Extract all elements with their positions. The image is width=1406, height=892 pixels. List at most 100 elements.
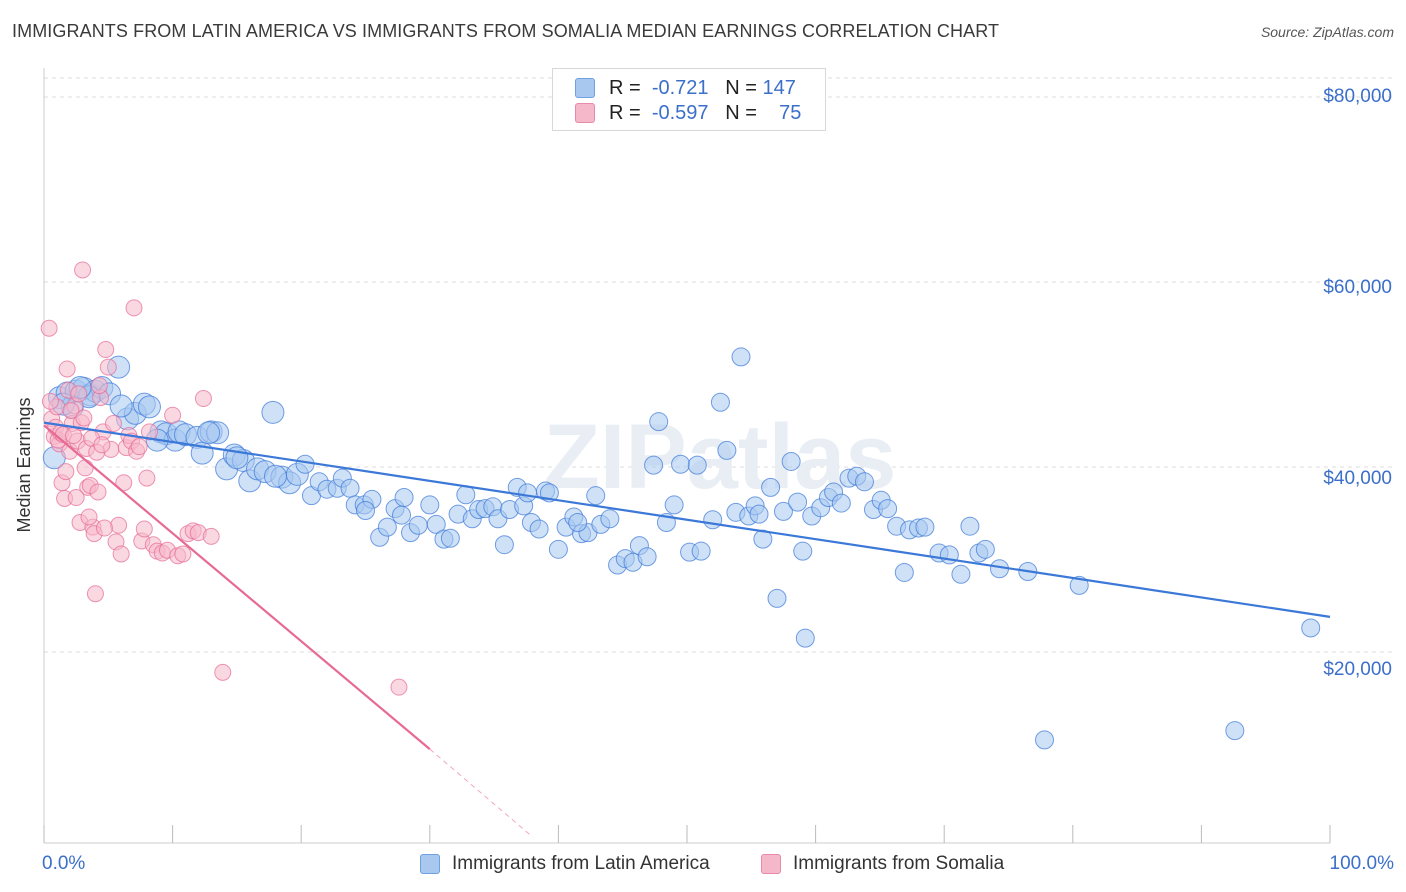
point-latin-america-82: [644, 455, 664, 475]
point-latin-america-34: [295, 454, 315, 474]
point-somalia-53: [390, 678, 408, 696]
legend-n-value: 147: [762, 76, 796, 99]
point-latin-america-143: [518, 483, 538, 503]
point-latin-america-102: [788, 492, 808, 512]
point-somalia-22: [97, 341, 115, 359]
point-latin-america-40: [340, 478, 360, 498]
legend-r-value: -0.597: [651, 101, 709, 124]
legend-n-label: N =: [725, 76, 757, 99]
point-latin-america-55: [456, 485, 476, 505]
point-somalia-74: [95, 519, 113, 537]
point-somalia-68: [80, 508, 98, 526]
point-latin-america-88: [687, 455, 707, 475]
point-latin-america-144: [568, 513, 588, 532]
point-latin-america-45: [377, 517, 397, 537]
correlation-legend: R = -0.721 N = 147 R = -0.597 N = 75: [552, 68, 826, 131]
point-latin-america-99: [767, 588, 787, 608]
point-somalia-52: [214, 663, 232, 681]
point-somalia-29: [115, 474, 133, 492]
point-somalia-64: [70, 385, 88, 403]
point-latin-america-132: [1301, 618, 1321, 638]
point-latin-america-124: [960, 516, 980, 536]
point-latin-america-101: [781, 451, 801, 471]
point-latin-america-91: [710, 392, 730, 412]
point-latin-america-83: [649, 412, 669, 432]
trend-line-somalia: [43, 424, 431, 750]
point-somalia-14: [76, 459, 94, 477]
point-latin-america-109: [831, 493, 851, 513]
legend-n-value: 75: [779, 101, 802, 124]
point-latin-america-49: [408, 515, 428, 535]
point-latin-america-53: [440, 528, 460, 548]
point-latin-america-61: [494, 535, 514, 555]
point-latin-america-126: [975, 539, 995, 559]
point-somalia-39: [140, 423, 158, 441]
point-somalia-66: [75, 409, 93, 427]
point-latin-america-30: [261, 400, 285, 424]
point-latin-america-51: [426, 514, 446, 534]
point-somalia-23: [99, 358, 117, 376]
point-somalia-63: [67, 489, 85, 507]
legend-r-value: -0.721: [651, 76, 709, 99]
point-somalia-27: [110, 516, 128, 534]
y-tick-80000: $80,000: [1323, 86, 1392, 107]
point-latin-america-74: [586, 486, 606, 506]
point-latin-america-81: [637, 547, 657, 567]
point-latin-america-100: [773, 501, 793, 521]
point-latin-america-66: [529, 519, 549, 539]
point-somalia-54: [41, 392, 59, 410]
point-latin-america-85: [664, 495, 684, 515]
point-latin-america-76: [600, 509, 620, 529]
point-latin-america-90: [703, 510, 723, 530]
gridlines: [44, 77, 1394, 653]
point-somalia-37: [135, 520, 153, 538]
chart-title: IMMIGRANTS FROM LATIN AMERICA VS IMMIGRA…: [12, 21, 1000, 41]
y-tick-20000: $20,000: [1323, 659, 1392, 680]
series-somalia: [40, 261, 408, 696]
point-somalia-72: [90, 377, 108, 395]
point-latin-america-69: [548, 539, 568, 559]
point-latin-america-117: [894, 562, 914, 582]
point-somalia-44: [164, 406, 182, 424]
point-latin-america-141: [356, 500, 375, 520]
point-latin-america-50: [420, 495, 440, 515]
point-latin-america-129: [1035, 730, 1055, 750]
legend-swatch-latin-america: [575, 78, 595, 98]
point-latin-america-89: [691, 541, 711, 561]
bottom-legend-latin-america: Immigrants from Latin America: [420, 852, 710, 876]
trend-lines: [43, 421, 1331, 838]
bottom-legend-swatch-latin-america: [420, 854, 440, 874]
point-somalia-19: [89, 483, 107, 501]
point-latin-america-92: [717, 440, 737, 460]
point-somalia-51: [202, 527, 220, 545]
point-latin-america-94: [731, 347, 751, 367]
point-latin-america-14: [137, 395, 161, 419]
point-somalia-38: [138, 469, 156, 487]
point-somalia-33: [125, 299, 143, 317]
point-latin-america-103: [793, 541, 813, 561]
bottom-legend-swatch-somalia: [761, 854, 781, 874]
point-latin-america-104: [795, 628, 815, 648]
point-somalia-59: [57, 463, 75, 481]
source-label: Source: ZipAtlas.com: [1260, 24, 1394, 40]
point-latin-america-140: [263, 464, 287, 488]
point-latin-america-120: [915, 517, 935, 537]
point-latin-america-98: [761, 477, 781, 497]
point-latin-america-47: [394, 488, 414, 508]
point-latin-america-145: [749, 504, 769, 524]
legend-row-somalia: R = -0.597 N = 75: [575, 101, 801, 125]
point-latin-america-142: [392, 505, 412, 525]
legend-r-label: R =: [609, 76, 641, 99]
point-somalia-7: [58, 360, 76, 378]
trend-line-latin-america: [43, 421, 1331, 618]
y-tick-60000: $60,000: [1323, 277, 1392, 298]
x-tick-max: 100.0%: [1329, 853, 1394, 874]
point-somalia-28: [112, 545, 130, 563]
point-somalia-61: [62, 402, 80, 420]
point-somalia-46: [174, 545, 192, 563]
point-latin-america-138: [197, 421, 221, 445]
bottom-legend-label: Immigrants from Latin America: [452, 853, 710, 874]
point-somalia-0: [40, 319, 58, 337]
y-axis-label: Median Earnings: [14, 397, 34, 533]
